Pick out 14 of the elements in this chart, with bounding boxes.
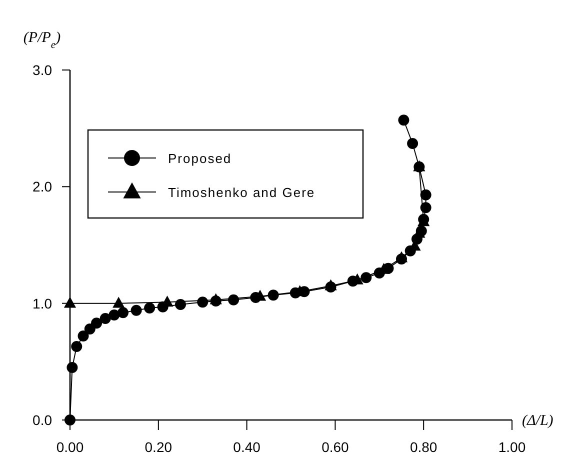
y-tick-label: 2.0	[32, 178, 52, 195]
x-tick-label: 0.40	[233, 439, 261, 455]
x-tick-label: 1.00	[498, 439, 526, 455]
x-axis-title: (Δ/L)	[522, 413, 554, 429]
legend-label: Proposed	[168, 151, 232, 166]
legend-label: Timoshenko and Gere	[168, 185, 316, 200]
y-tick-label: 1.0	[32, 295, 52, 312]
x-tick-label: 0.60	[322, 439, 350, 455]
y-tick-label: 0.0	[32, 412, 52, 428]
x-tick-label: 0.20	[144, 439, 172, 455]
x-tick-label: 0.00	[56, 439, 84, 455]
x-tick-label: 0.80	[410, 439, 438, 455]
y-tick-label: 3.0	[32, 62, 52, 78]
y-axis-title: (P/P$_{e}$)	[23, 30, 61, 50]
